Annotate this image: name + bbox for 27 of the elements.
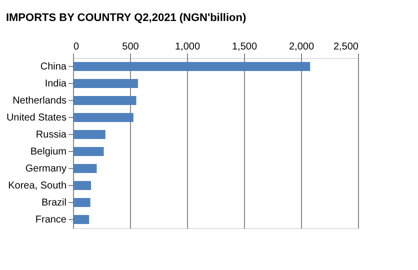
y-tick-label: Netherlands — [12, 96, 66, 106]
x-tick-label: 1,500 — [232, 42, 258, 52]
bar — [73, 198, 90, 207]
bar — [73, 130, 106, 139]
x-tick-label: 2,000 — [288, 42, 314, 52]
y-tick-label: Korea, South — [8, 180, 66, 192]
chart-title: IMPORTS BY COUNTRY Q2,2021 (NGN'billion) — [6, 12, 246, 24]
y-tick-label: Brazil — [41, 198, 66, 208]
bar — [73, 215, 90, 224]
bar — [73, 113, 134, 122]
bar — [73, 79, 138, 88]
bar — [73, 147, 104, 156]
y-tick-label: Russia — [36, 130, 67, 140]
bar — [73, 164, 97, 173]
bar — [73, 96, 136, 105]
x-tick-label: 2,500 — [333, 42, 359, 52]
bar — [73, 62, 310, 71]
x-tick-label: 0 — [74, 42, 80, 52]
x-tick-label: 500 — [122, 42, 140, 52]
bar — [73, 181, 92, 190]
y-tick-label: Belgium — [30, 146, 66, 158]
y-tick-label: India — [44, 78, 67, 90]
y-tick-label: United States — [6, 112, 66, 124]
y-tick-label: China — [40, 62, 67, 72]
y-tick-label: France — [35, 214, 67, 226]
x-tick-label: 1,000 — [174, 42, 200, 52]
y-tick-label: Germany — [25, 164, 66, 174]
